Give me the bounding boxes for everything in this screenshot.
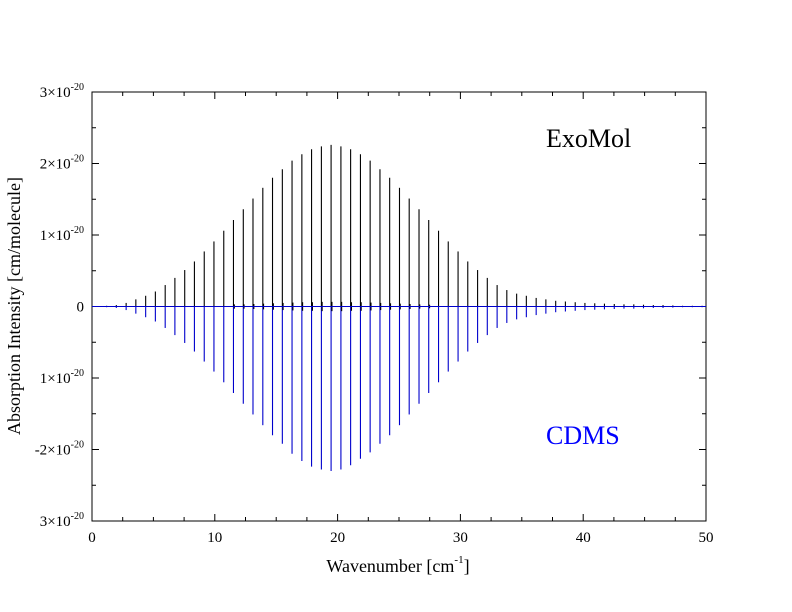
x-tick-label: 10 xyxy=(207,530,222,546)
legend-exomol: ExoMol xyxy=(546,124,631,153)
x-tick-labels: 0 10 20 30 40 50 xyxy=(88,530,713,546)
y-tick-label: 1×10-20 xyxy=(40,368,84,387)
x-axis-title: Wavenumber [cm-1] xyxy=(326,554,469,576)
y-tick-label: 2×10-20 xyxy=(40,154,84,173)
x-tick-label: 40 xyxy=(576,530,591,546)
spectral-lines xyxy=(106,144,703,471)
y-tick-labels: 3×10-20 2×10-20 1×10-20 0 1×10-20 -2×10-20 3×1… xyxy=(35,82,84,530)
y-tick-label: -2×10-20 xyxy=(35,440,84,459)
x-tick-label: 0 xyxy=(88,530,96,546)
y-tick-label: 3×10-20 xyxy=(40,511,84,530)
y-tick-label: 0 xyxy=(77,300,85,316)
x-tick-label: 20 xyxy=(330,530,345,546)
y-tick-label: 1×10-20 xyxy=(40,225,84,244)
y-tick-label: 3×10-20 xyxy=(40,82,84,101)
y-axis-title: Absorption Intensity [cm/molecule] xyxy=(4,177,24,435)
legend-cdms: CDMS xyxy=(546,421,620,450)
axis-ticks xyxy=(91,91,707,522)
x-tick-label: 50 xyxy=(699,530,714,546)
x-tick-label: 30 xyxy=(453,530,468,546)
